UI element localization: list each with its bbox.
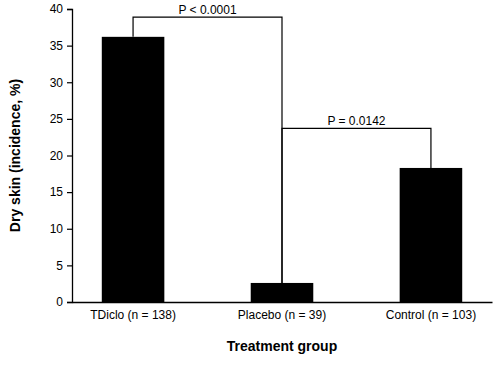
- y-tick-mark: [67, 9, 72, 10]
- y-tick: 10: [50, 222, 72, 236]
- annotations: P < 0.0001 P = 0.0142: [133, 3, 431, 283]
- y-tick-mark: [67, 82, 72, 83]
- y-tick-label: 15: [50, 185, 64, 199]
- y-tick-mark: [67, 265, 72, 266]
- x-tick: TDiclo (n = 138): [90, 302, 176, 322]
- significance-bracket: [282, 128, 431, 283]
- plot: 0 5 10 15 20 25 30 35 40 TDiclo (n = 138) Placebo …: [50, 2, 493, 321]
- y-tick: 5: [56, 259, 72, 273]
- y-tick-label: 0: [56, 295, 63, 309]
- y-tick-label: 20: [50, 149, 64, 163]
- x-tick-label: TDiclo (n = 138): [90, 308, 176, 322]
- y-tick-label: 40: [50, 2, 64, 16]
- bar: [102, 37, 165, 302]
- y-axis-title: Dry skin (incidence, %): [7, 79, 23, 232]
- y-tick-label: 30: [50, 76, 64, 90]
- x-axis-title: Treatment group: [227, 338, 337, 354]
- y-tick-label: 5: [56, 259, 63, 273]
- significance-bracket: [133, 17, 282, 283]
- chart: 0 5 10 15 20 25 30 35 40 TDiclo (n = 138) Placebo …: [0, 0, 500, 365]
- x-axis: TDiclo (n = 138) Placebo (n = 39) Control …: [73, 302, 493, 322]
- y-tick-label: 35: [50, 39, 64, 53]
- y-tick: 0: [56, 295, 72, 309]
- y-tick: 40: [50, 2, 72, 16]
- bar: [251, 283, 314, 302]
- y-axis: 0 5 10 15 20 25 30 35 40: [50, 2, 73, 309]
- p-value-label: P < 0.0001: [178, 3, 236, 17]
- y-axis-line: [67, 10, 73, 303]
- y-tick-mark: [67, 119, 72, 120]
- y-tick-mark: [67, 302, 72, 303]
- y-tick-mark: [67, 192, 72, 193]
- y-tick-label: 10: [50, 222, 64, 236]
- y-tick-mark: [67, 46, 72, 47]
- y-tick: 20: [50, 149, 72, 163]
- x-tick-label: Placebo (n = 39): [238, 308, 326, 322]
- y-tick: 25: [50, 112, 72, 126]
- y-tick-label: 25: [50, 112, 64, 126]
- x-tick: Control (n = 103): [386, 302, 476, 322]
- x-axis-line: [73, 302, 493, 303]
- y-tick: 35: [50, 39, 72, 53]
- x-tick: Placebo (n = 39): [238, 302, 326, 322]
- y-tick: 30: [50, 76, 72, 90]
- p-value-label: P = 0.0142: [327, 114, 385, 128]
- y-tick-mark: [67, 155, 72, 156]
- bar: [400, 168, 463, 302]
- x-tick-label: Control (n = 103): [386, 308, 476, 322]
- y-tick-mark: [67, 229, 72, 230]
- y-tick: 15: [50, 185, 72, 199]
